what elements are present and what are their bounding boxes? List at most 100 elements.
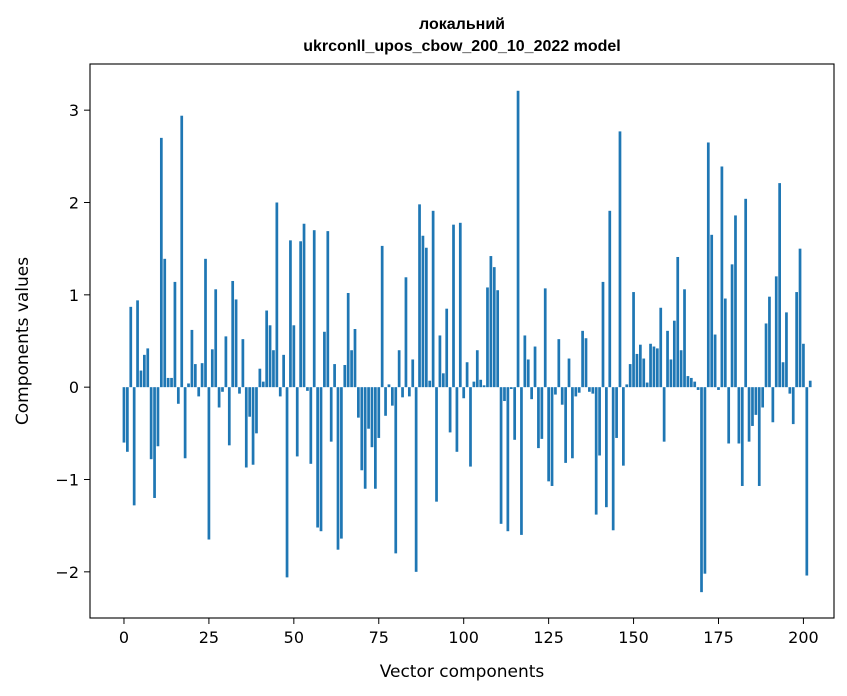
bar xyxy=(791,387,795,425)
bar xyxy=(625,384,629,388)
bar xyxy=(268,325,272,388)
bar xyxy=(628,364,632,388)
bar xyxy=(391,387,394,406)
bar xyxy=(649,343,652,388)
bar xyxy=(448,387,452,433)
bar xyxy=(635,353,639,388)
bar xyxy=(482,385,486,388)
bar xyxy=(472,381,476,388)
bar xyxy=(764,323,768,388)
bar xyxy=(543,288,547,388)
bar xyxy=(550,387,554,486)
bar xyxy=(149,387,153,460)
bar xyxy=(723,298,727,388)
bar xyxy=(513,387,517,440)
bar xyxy=(795,292,798,388)
bar xyxy=(608,210,612,388)
bar xyxy=(462,387,466,399)
bar xyxy=(404,277,408,388)
bar xyxy=(146,348,150,388)
bar xyxy=(438,335,442,388)
bar xyxy=(397,350,401,388)
bar xyxy=(136,300,139,388)
bar xyxy=(333,364,336,388)
bar xyxy=(611,387,615,531)
bar xyxy=(319,387,323,532)
bar xyxy=(275,202,279,388)
bar xyxy=(642,358,646,388)
bar xyxy=(258,368,262,388)
y-tick-label: −1 xyxy=(55,471,79,490)
bar xyxy=(496,290,500,388)
bar xyxy=(302,223,306,388)
bar xyxy=(567,358,571,388)
bar xyxy=(557,339,561,388)
bar xyxy=(424,247,428,388)
bar xyxy=(244,387,248,468)
bar xyxy=(683,289,686,388)
bar xyxy=(207,387,211,540)
bar xyxy=(428,380,432,388)
bar xyxy=(591,387,595,394)
y-tick-label: 0 xyxy=(69,378,79,397)
bar xyxy=(622,387,625,466)
bar xyxy=(139,370,143,388)
bar xyxy=(774,276,778,388)
bar xyxy=(669,359,673,388)
bar xyxy=(289,240,292,388)
bar xyxy=(808,380,812,388)
bar xyxy=(183,387,187,459)
bar xyxy=(299,241,302,388)
bar xyxy=(676,256,680,388)
bar xyxy=(306,387,309,391)
bar xyxy=(217,387,221,408)
bar xyxy=(618,131,622,388)
bar xyxy=(523,335,527,388)
x-tick-label: 50 xyxy=(284,628,304,647)
bar xyxy=(659,307,663,388)
bar xyxy=(785,312,788,388)
bar xyxy=(499,387,503,524)
chart-title-line2: ukrconll_upos_cbow_200_10_2022 model xyxy=(303,38,620,55)
bar xyxy=(363,387,367,489)
bar xyxy=(720,166,724,388)
bar xyxy=(598,387,601,456)
bar xyxy=(506,387,510,532)
bar xyxy=(187,383,190,388)
bar xyxy=(754,387,758,415)
bar xyxy=(380,245,384,388)
y-tick-label: 3 xyxy=(69,101,79,120)
bar xyxy=(329,387,333,442)
y-tick-label: −2 xyxy=(55,563,79,582)
bar xyxy=(180,115,184,388)
bar xyxy=(197,387,201,397)
bar xyxy=(214,289,218,388)
bar xyxy=(581,330,584,388)
bar xyxy=(255,387,258,434)
bar xyxy=(238,387,241,394)
bar xyxy=(193,364,197,388)
bar xyxy=(445,308,449,388)
bar xyxy=(639,344,642,388)
y-axis-ticks: −2 −1 0 1 2 3 xyxy=(55,101,90,582)
bar xyxy=(129,306,133,388)
bar xyxy=(387,384,391,388)
bar xyxy=(747,387,751,442)
bar xyxy=(564,387,567,463)
bar xyxy=(316,387,319,528)
bar xyxy=(516,90,520,388)
bar xyxy=(717,387,720,390)
x-tick-label: 0 xyxy=(119,628,129,647)
y-axis-label: Components values xyxy=(13,257,33,425)
chart-title-line1: локальний xyxy=(419,16,505,33)
bar xyxy=(340,387,343,539)
bar xyxy=(465,362,469,388)
bar xyxy=(401,387,404,398)
bar xyxy=(615,387,618,438)
bar xyxy=(370,387,374,448)
bar xyxy=(221,387,224,392)
bar xyxy=(231,280,235,388)
bar xyxy=(384,387,387,416)
bar xyxy=(703,387,707,574)
bar xyxy=(455,387,459,452)
